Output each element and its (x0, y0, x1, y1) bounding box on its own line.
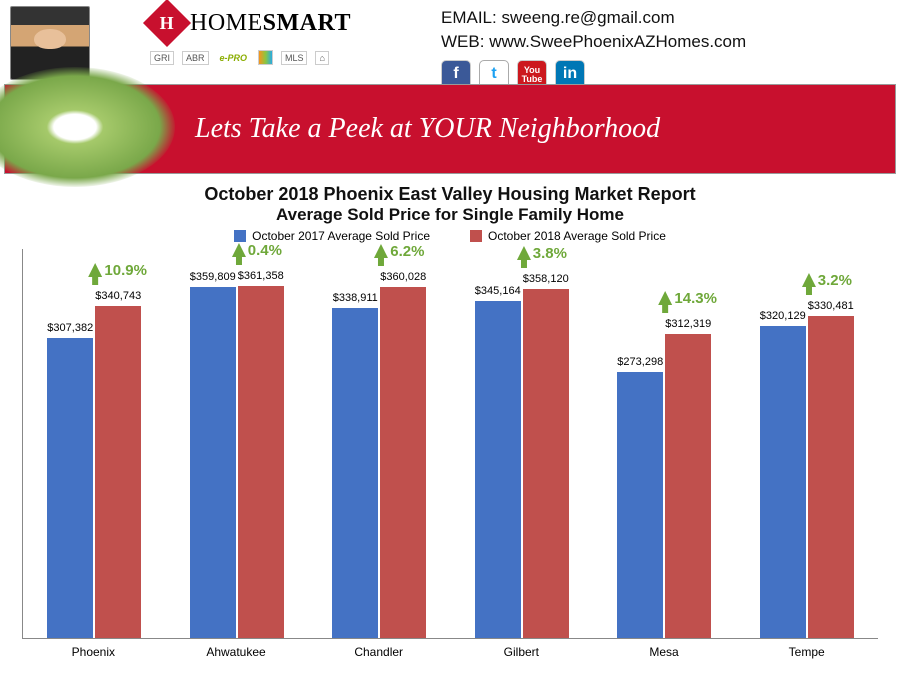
banner: Lets Take a Peek at YOUR Neighborhood (4, 84, 896, 174)
arrow-up-icon (88, 263, 102, 277)
chart-legend: October 2017 Average Sold Price October … (0, 229, 900, 243)
cert-badges: GRI ABR e-PRO ▇ MLS ⌂ (150, 50, 329, 65)
bar-2017: $320,129 (760, 326, 806, 638)
bar-value-label: $330,481 (808, 300, 854, 312)
cert-abr: ABR (182, 51, 209, 65)
bar-value-label: $307,382 (47, 322, 93, 334)
web-label: WEB: (441, 32, 484, 51)
pct-change: 10.9% (88, 262, 147, 279)
bar-2018: $358,120 (523, 289, 569, 638)
web-line: WEB: www.SweePhoenixAZHomes.com (441, 30, 746, 54)
arrow-up-icon (232, 243, 246, 257)
logo-letter: H (160, 12, 174, 33)
arrow-up-icon (374, 244, 388, 258)
pct-change: 6.2% (374, 243, 424, 260)
brand-text: HOMESMART (190, 10, 351, 37)
bar-value-label: $360,028 (380, 271, 426, 283)
pct-change: 0.4% (232, 242, 282, 259)
x-label: Ahwatukee (165, 645, 308, 659)
bar-value-label: $358,120 (523, 273, 569, 285)
brand-home: HOME (190, 10, 263, 36)
homesmart-icon: H (143, 0, 191, 47)
cert-mls: MLS (281, 51, 308, 65)
homesmart-logo: H HOMESMART (150, 6, 351, 40)
legend-swatch-2017 (234, 230, 246, 242)
cert-diversity: ▇ (258, 50, 273, 65)
x-label: Phoenix (22, 645, 165, 659)
contact-info: EMAIL: sweeng.re@gmail.com WEB: www.Swee… (441, 6, 746, 90)
bar-2018: $330,481 (808, 316, 854, 638)
pct-value: 0.4% (248, 242, 282, 259)
x-label: Chandler (307, 645, 450, 659)
bar-value-label: $312,319 (665, 318, 711, 330)
x-axis-labels: PhoenixAhwatukeeChandlerGilbertMesaTempe (22, 645, 878, 659)
bar-value-label: $345,164 (475, 285, 521, 297)
pct-value: 10.9% (104, 262, 147, 279)
cert-eho: ⌂ (315, 51, 328, 65)
bar-value-label: $273,298 (617, 356, 663, 368)
banner-text: Lets Take a Peek at YOUR Neighborhood (195, 113, 660, 145)
legend-label-2018: October 2018 Average Sold Price (488, 229, 666, 243)
pct-change: 3.2% (802, 272, 852, 289)
bar-value-label: $320,129 (760, 310, 806, 322)
bar-group: 3.8%$345,164$358,120 (451, 289, 594, 638)
bar-value-label: $340,743 (95, 290, 141, 302)
bar-group: 0.4%$359,809$361,358 (166, 286, 309, 638)
pct-value: 3.2% (818, 272, 852, 289)
bar-value-label: $338,911 (333, 292, 378, 304)
web-value[interactable]: www.SweePhoenixAZHomes.com (489, 32, 746, 51)
brand-smart: SMART (263, 10, 351, 36)
chart-plot: 10.9%$307,382$340,7430.4%$359,809$361,35… (22, 249, 878, 639)
email-line: EMAIL: sweeng.re@gmail.com (441, 6, 746, 30)
email-label: EMAIL: (441, 8, 497, 27)
chart-title: October 2018 Phoenix East Valley Housing… (0, 184, 900, 205)
bar-2018: $312,319 (665, 334, 711, 639)
brand-block: H HOMESMART GRI ABR e-PRO ▇ MLS ⌂ (150, 6, 351, 65)
x-label: Tempe (735, 645, 878, 659)
bar-2018: $361,358 (238, 286, 284, 638)
x-label: Mesa (593, 645, 736, 659)
pct-value: 14.3% (674, 290, 717, 307)
bar-2018: $340,743 (95, 306, 141, 638)
bar-group: 6.2%$338,911$360,028 (308, 287, 451, 638)
bar-2017: $338,911 (332, 308, 378, 638)
arrow-up-icon (517, 246, 531, 260)
legend-item-2018: October 2018 Average Sold Price (470, 229, 666, 243)
bar-group: 10.9%$307,382$340,743 (23, 306, 166, 638)
pct-value: 3.8% (533, 245, 567, 262)
cert-epro: e-PRO (217, 52, 251, 64)
x-label: Gilbert (450, 645, 593, 659)
arrow-up-icon (658, 291, 672, 305)
pct-value: 6.2% (390, 243, 424, 260)
pct-change: 14.3% (658, 290, 717, 307)
cert-gri: GRI (150, 51, 174, 65)
neighborhood-icon (0, 67, 175, 187)
chart-subtitle: Average Sold Price for Single Family Hom… (0, 205, 900, 225)
bar-value-label: $359,809 (190, 271, 236, 283)
bar-group: 3.2%$320,129$330,481 (736, 316, 879, 638)
bar-2017: $359,809 (190, 287, 236, 638)
bar-2017: $345,164 (475, 301, 521, 638)
pct-change: 3.8% (517, 245, 567, 262)
bar-2017: $307,382 (47, 338, 93, 638)
bar-value-label: $361,358 (238, 270, 284, 282)
bar-2017: $273,298 (617, 372, 663, 638)
bar-group: 14.3%$273,298$312,319 (593, 334, 736, 639)
email-value[interactable]: sweeng.re@gmail.com (501, 8, 674, 27)
arrow-up-icon (802, 273, 816, 287)
bar-2018: $360,028 (380, 287, 426, 638)
legend-swatch-2018 (470, 230, 482, 242)
